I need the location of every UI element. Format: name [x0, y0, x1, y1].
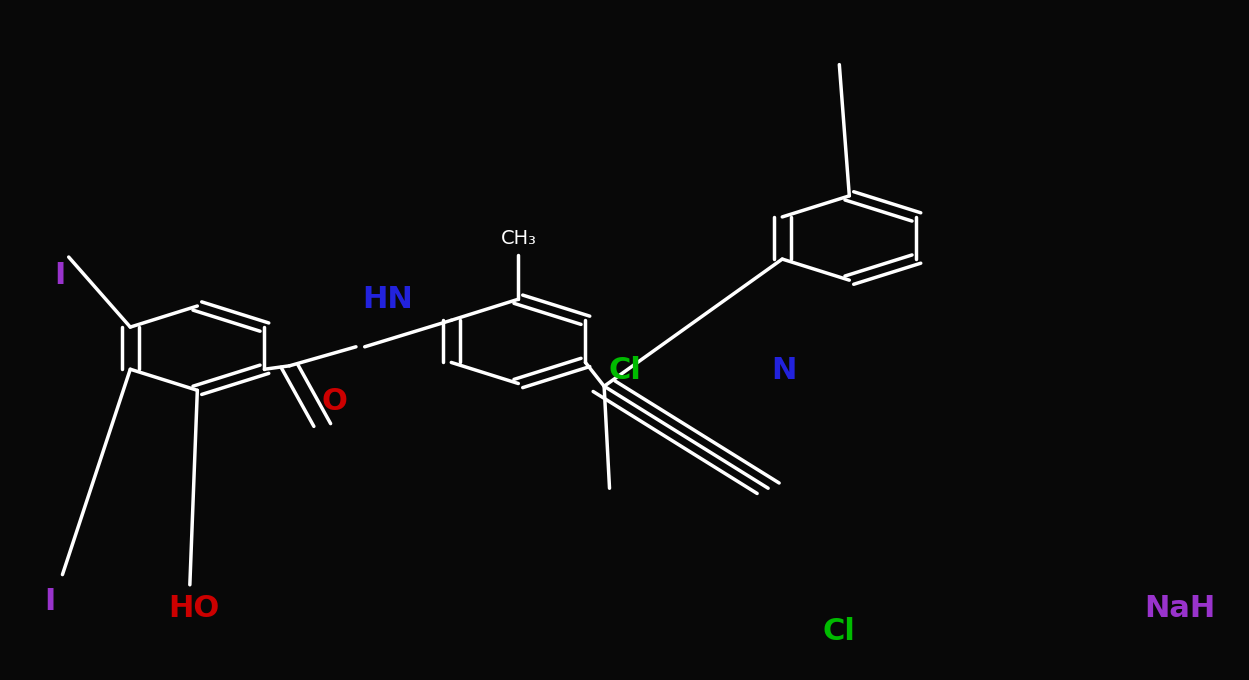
Text: N: N [772, 356, 797, 385]
Text: HN: HN [362, 285, 412, 313]
Text: Cl: Cl [608, 356, 641, 385]
Text: Cl: Cl [823, 617, 856, 645]
Text: CH₃: CH₃ [501, 229, 536, 248]
Text: I: I [44, 588, 56, 616]
Text: NaH: NaH [1144, 594, 1217, 623]
Text: I: I [54, 261, 66, 290]
Text: O: O [322, 387, 347, 415]
Text: HO: HO [167, 594, 220, 623]
